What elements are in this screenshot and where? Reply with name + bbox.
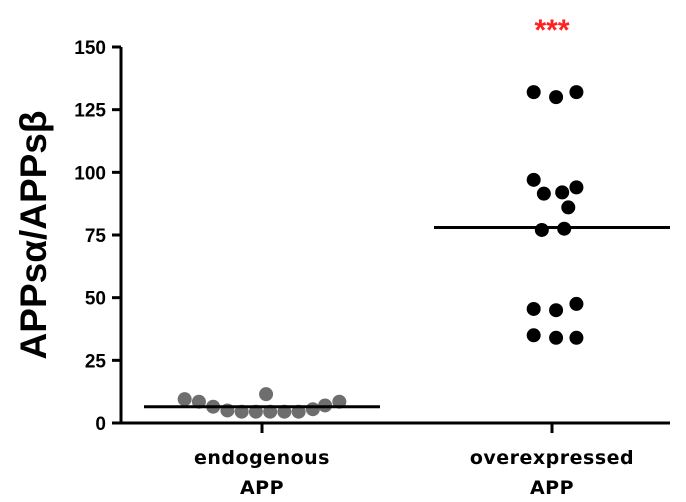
data-point [549,90,564,105]
data-point [561,200,576,215]
y-axis-label: APPsα/APPsβ [13,111,54,360]
y-tick-label: 75 [85,226,107,247]
y-tick-label: 100 [74,163,106,184]
data-points [177,85,584,419]
data-point [277,404,292,419]
axes [119,47,670,425]
data-point [569,330,584,345]
data-point [248,404,263,419]
data-point [549,303,564,318]
data-point [534,222,549,237]
y-tick-label: 150 [74,38,106,59]
y-tick-label: 125 [74,101,106,122]
data-point [177,392,192,407]
data-point [555,185,570,200]
data-point [569,85,584,100]
data-point [305,402,320,417]
data-point [526,328,541,343]
data-point [526,172,541,187]
data-point [526,85,541,100]
data-point [291,404,306,419]
data-point [536,186,551,201]
significance-annotation: *** [534,14,569,47]
y-tick-label: 0 [95,414,106,435]
data-point [259,387,274,402]
annotations: *** [534,14,569,47]
data-point [263,404,278,419]
x-category-label: APP [530,477,574,499]
data-point [332,394,347,409]
data-point [526,301,541,316]
data-point [191,394,206,409]
y-tick-label: 25 [85,351,107,372]
mean-lines [144,225,670,409]
data-point [234,404,249,419]
x-category-label: overexpressed [470,447,634,469]
data-point [569,296,584,311]
x-category-label: endogenous [194,447,330,469]
data-point [569,180,584,195]
y-ticks: 0 25 50 75 100 125 150 [74,38,121,435]
x-category-label: APP [240,477,284,499]
y-tick-label: 50 [85,289,106,310]
data-point [549,330,564,345]
category-labels: endogenous APP overexpressed APP [194,423,634,499]
